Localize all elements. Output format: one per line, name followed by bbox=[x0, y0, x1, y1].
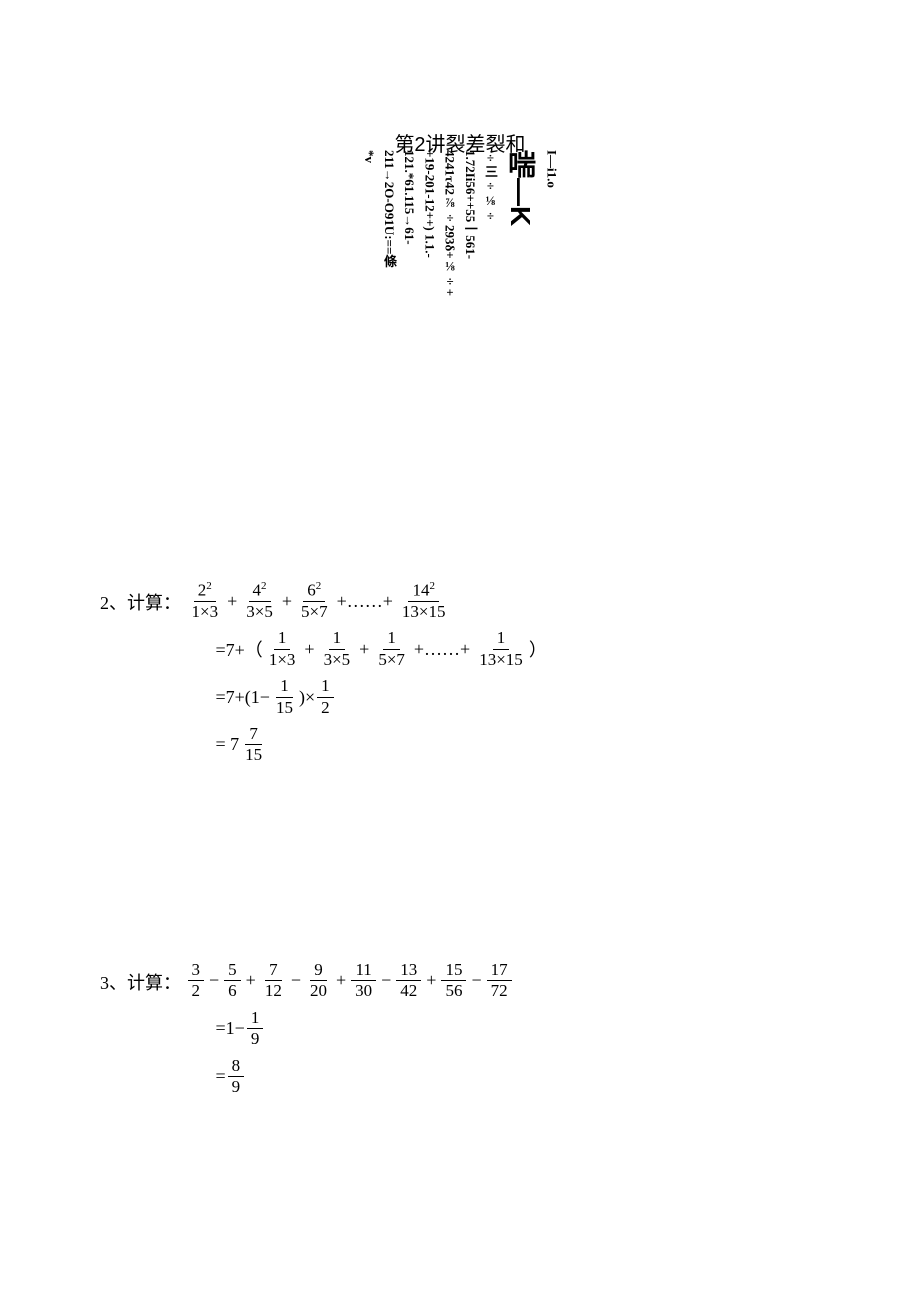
p2-row3: =7+(1− 115 )× 12 bbox=[216, 676, 547, 718]
vline-6: +19-201-12++) 1.1.- bbox=[420, 150, 438, 296]
p3-row3: = 89 bbox=[216, 1056, 514, 1098]
vertical-text-block: I—i1.o 喘—K ÷三÷⅛÷ 1.72Ii56++55一561- 4241τ… bbox=[360, 150, 561, 296]
problem-3-label: 3、计算： bbox=[100, 960, 181, 1006]
vline-1: I—i1.o bbox=[542, 150, 560, 296]
vline-8: 211→2O-O91U:==條 bbox=[380, 150, 398, 296]
vline-3: ÷三÷⅛÷ bbox=[481, 150, 499, 296]
p2-row1: 221×3 + 423×5 + 625×7 +……+ 14213×15 bbox=[186, 580, 547, 622]
problem-2-math: 221×3 + 423×5 + 625×7 +……+ 14213×15 =7+（… bbox=[186, 580, 547, 772]
p3-row2: =1− 19 bbox=[216, 1008, 514, 1050]
p3-row1: 32 − 56 + 712 − 920 + 1130 − 1342 + 1556… bbox=[186, 960, 514, 1002]
p2-row4: = 7 715 bbox=[216, 724, 547, 766]
vline-7: 121.*61.115→61- bbox=[400, 150, 418, 296]
problem-3: 3、计算： 32 − 56 + 712 − 920 + 1130 − 1342 … bbox=[100, 960, 514, 1103]
problem-3-math: 32 − 56 + 712 − 920 + 1130 − 1342 + 1556… bbox=[186, 960, 514, 1103]
p2-row2: =7+（ 11×3 + 13×5 + 15×7 +……+ 113×15 ） bbox=[216, 628, 547, 670]
vline-2: 喘—K bbox=[501, 150, 540, 296]
problem-2: 2、计算： 221×3 + 423×5 + 625×7 +……+ 14213×1… bbox=[100, 580, 547, 772]
vline-9: *v bbox=[360, 150, 378, 296]
vline-4: 1.72Ii56++55一561- bbox=[461, 150, 479, 296]
vline-5: 4241τ42⅞÷293δ+⅛÷+ bbox=[440, 150, 458, 296]
problem-2-label: 2、计算： bbox=[100, 580, 181, 626]
